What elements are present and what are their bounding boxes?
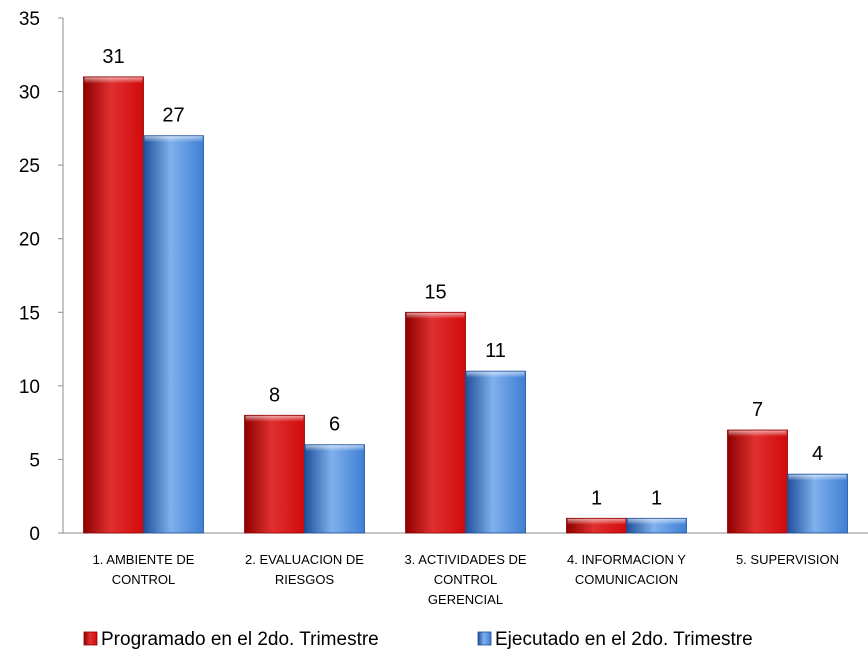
legend-swatch xyxy=(83,631,98,646)
y-tick-label: 5 xyxy=(29,450,40,471)
bar-programado xyxy=(727,429,788,534)
y-tick-label: 10 xyxy=(19,377,40,398)
x-category-label: GERENCIAL xyxy=(428,592,503,607)
y-tick-label: 15 xyxy=(19,303,40,324)
bar-highlight xyxy=(305,445,364,452)
data-label: 6 xyxy=(329,414,340,436)
bar-highlight xyxy=(84,77,143,84)
bar-highlight xyxy=(567,518,626,525)
x-category-label: 3. ACTIVIDADES DE xyxy=(404,552,526,567)
data-label: 27 xyxy=(162,105,184,127)
bar-ejecutado xyxy=(304,444,365,534)
legend: Programado en el 2do. Trimestre Ejecutado… xyxy=(83,629,753,650)
y-tick-label: 30 xyxy=(19,83,40,104)
data-label: 1 xyxy=(651,487,662,509)
bar-ejecutado xyxy=(465,370,526,534)
bar-highlight xyxy=(788,474,847,481)
data-label: 1 xyxy=(591,487,602,509)
data-label: 15 xyxy=(424,281,446,303)
x-category-label: COMUNICACION xyxy=(575,572,678,587)
x-axis-labels: 1. AMBIENTE DE CONTROL 2. EVALUACION DE RIE… xyxy=(93,552,839,607)
bar-highlight xyxy=(406,312,465,319)
bar-highlight xyxy=(144,136,203,143)
data-label: 7 xyxy=(752,399,763,421)
bar-programado xyxy=(83,76,144,534)
bar-highlight xyxy=(728,430,787,437)
legend-label: Programado en el 2do. Trimestre xyxy=(101,629,379,650)
x-category-label: CONTROL xyxy=(112,572,176,587)
bar-ejecutado xyxy=(143,135,204,534)
legend-swatch xyxy=(477,631,492,646)
x-category-label: 4. INFORMACION Y xyxy=(567,552,686,567)
y-tick-label: 35 xyxy=(19,9,40,30)
bars xyxy=(83,76,848,534)
data-label: 8 xyxy=(269,384,280,406)
legend-label: Ejecutado en el 2do. Trimestre xyxy=(495,629,753,650)
bar-programado xyxy=(244,414,305,534)
x-category-label: RIESGOS xyxy=(275,572,335,587)
data-label: 31 xyxy=(102,46,124,68)
x-category-label: CONTROL xyxy=(434,572,498,587)
y-tick-label: 0 xyxy=(29,524,40,545)
x-category-label: 2. EVALUACION DE xyxy=(245,552,364,567)
x-category-label: 5. SUPERVISION xyxy=(736,552,839,567)
data-label: 4 xyxy=(812,443,823,465)
y-tick-label: 20 xyxy=(19,230,40,251)
bar-highlight xyxy=(466,371,525,378)
bar-ejecutado xyxy=(787,473,848,534)
y-tick-label: 25 xyxy=(19,156,40,177)
x-category-label: 1. AMBIENTE DE xyxy=(93,552,195,567)
bar-highlight xyxy=(245,415,304,422)
bar-programado xyxy=(405,311,466,534)
bar-highlight xyxy=(627,518,686,525)
data-label: 11 xyxy=(485,340,506,362)
